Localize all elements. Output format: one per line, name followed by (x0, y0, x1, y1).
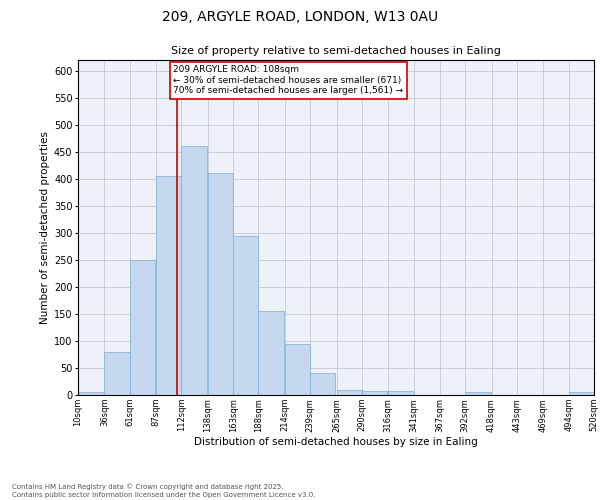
Bar (388, 391, 413, 395)
Text: Contains HM Land Registry data © Crown copyright and database right 2025.
Contai: Contains HM Land Registry data © Crown c… (12, 484, 316, 498)
Bar (78, 392, 103, 395)
Bar (362, 390, 387, 395)
Title: Size of property relative to semi-detached houses in Ealing: Size of property relative to semi-detach… (171, 46, 501, 56)
Y-axis label: Number of semi-detached properties: Number of semi-detached properties (40, 131, 50, 324)
Bar (181, 146, 207, 395)
Text: 209, ARGYLE ROAD, LONDON, W13 0AU: 209, ARGYLE ROAD, LONDON, W13 0AU (162, 10, 438, 24)
Bar (259, 311, 284, 395)
Bar (208, 174, 233, 395)
Bar (130, 260, 155, 395)
Bar (569, 392, 594, 395)
Text: 209 ARGYLE ROAD: 108sqm
← 30% of semi-detached houses are smaller (671)
70% of s: 209 ARGYLE ROAD: 108sqm ← 30% of semi-de… (173, 66, 403, 95)
Bar (104, 352, 130, 395)
Bar (337, 390, 362, 395)
Bar (465, 392, 491, 395)
Bar (156, 176, 181, 395)
X-axis label: Distribution of semi-detached houses by size in Ealing: Distribution of semi-detached houses by … (194, 438, 478, 448)
Bar (233, 236, 259, 395)
Bar (285, 344, 310, 395)
Bar (310, 374, 335, 395)
